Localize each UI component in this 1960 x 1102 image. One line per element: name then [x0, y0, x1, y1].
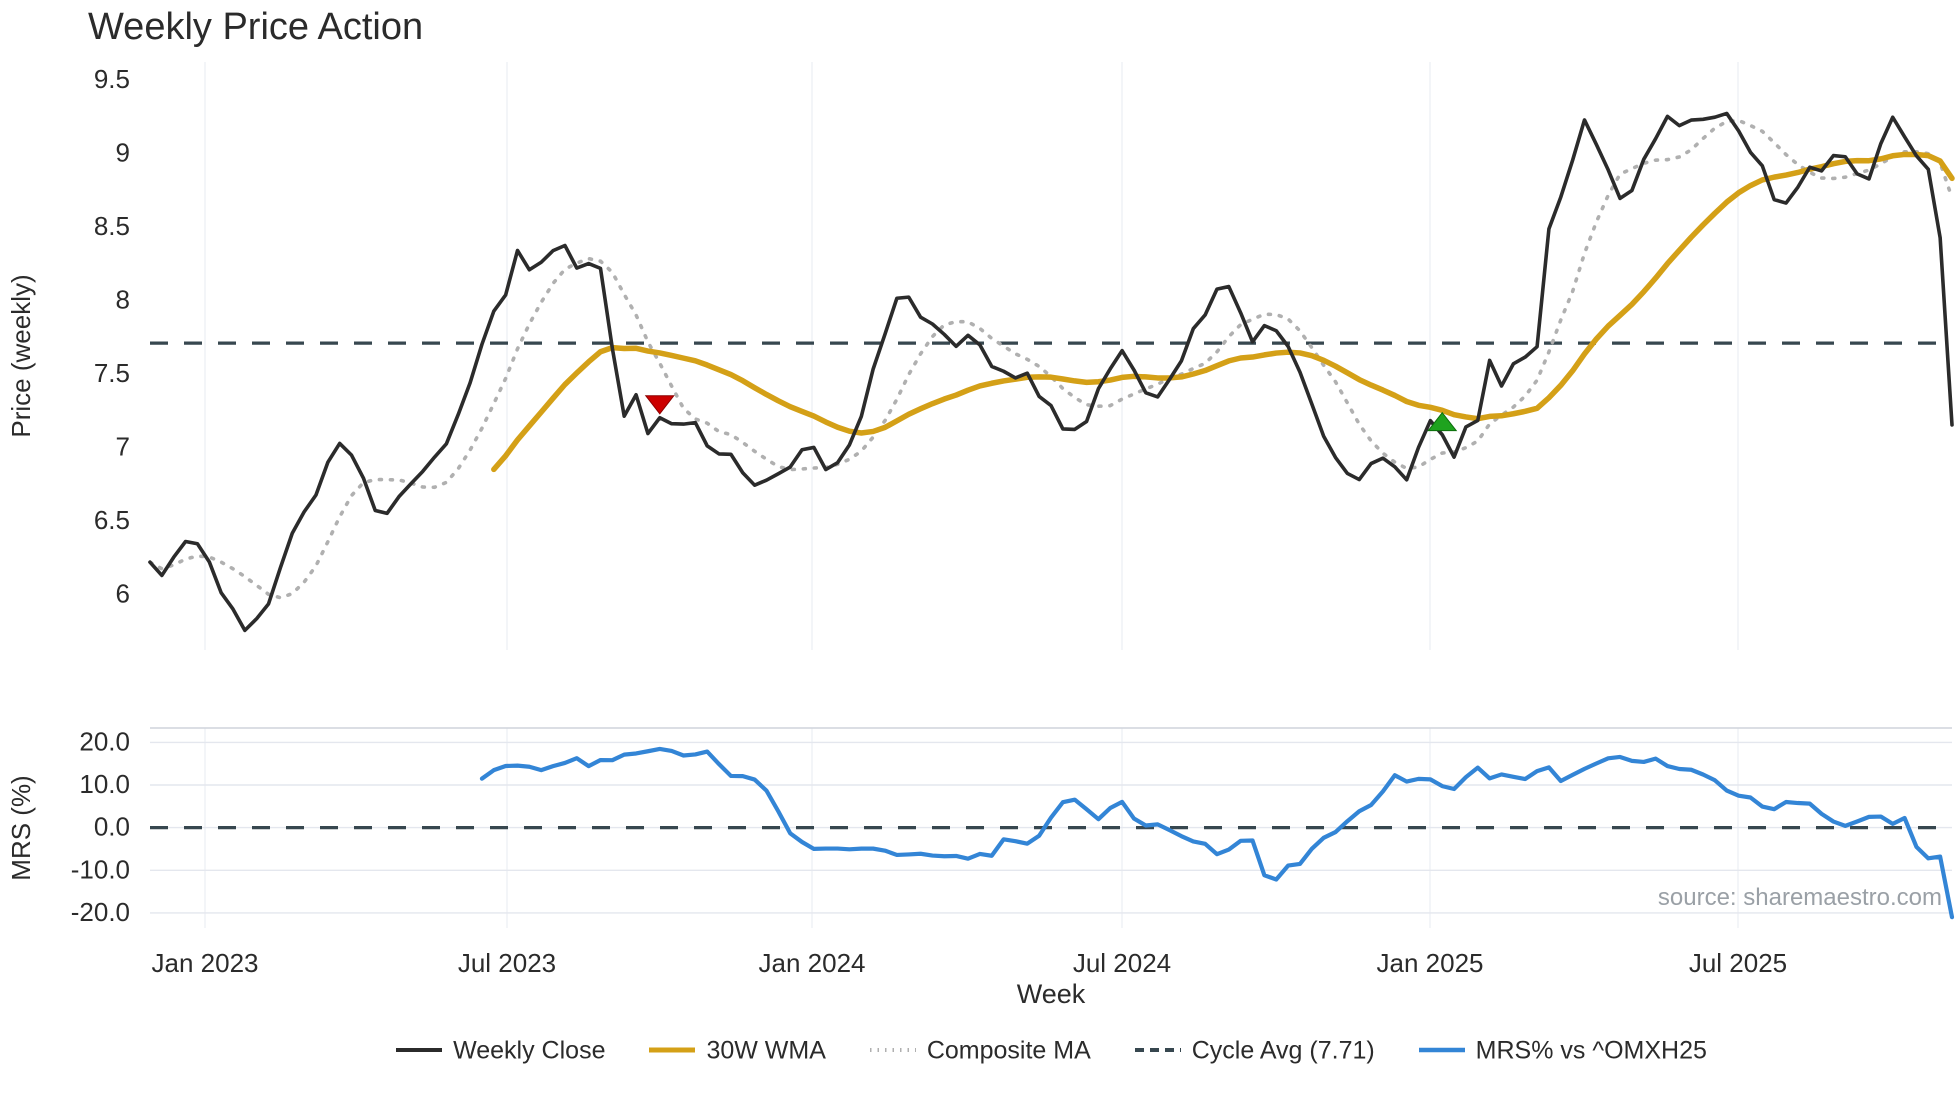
- svg-text:Jan 2024: Jan 2024: [759, 948, 866, 978]
- svg-text:Jul 2023: Jul 2023: [458, 948, 556, 978]
- svg-text:-10.0: -10.0: [71, 854, 130, 884]
- svg-text:Week: Week: [1017, 979, 1086, 1009]
- svg-text:0.0: 0.0: [94, 812, 130, 842]
- svg-text:-20.0: -20.0: [71, 897, 130, 927]
- svg-text:6: 6: [116, 579, 130, 609]
- svg-text:8.5: 8.5: [94, 211, 130, 241]
- svg-text:8: 8: [116, 285, 130, 315]
- svg-text:6.5: 6.5: [94, 505, 130, 535]
- svg-text:9.5: 9.5: [94, 64, 130, 94]
- svg-text:7.5: 7.5: [94, 358, 130, 388]
- svg-text:7: 7: [116, 432, 130, 462]
- svg-text:Price (weekly): Price (weekly): [6, 274, 36, 437]
- svg-text:Jan 2023: Jan 2023: [152, 948, 259, 978]
- svg-text:Jul 2024: Jul 2024: [1073, 948, 1171, 978]
- svg-text:source: sharemaestro.com: source: sharemaestro.com: [1658, 884, 1942, 911]
- svg-text:20.0: 20.0: [79, 726, 130, 756]
- svg-text:MRS (%): MRS (%): [6, 775, 36, 880]
- svg-text:10.0: 10.0: [79, 769, 130, 799]
- svg-text:9: 9: [116, 138, 130, 168]
- svg-text:Jan 2025: Jan 2025: [1377, 948, 1484, 978]
- svg-text:Jul 2025: Jul 2025: [1689, 948, 1787, 978]
